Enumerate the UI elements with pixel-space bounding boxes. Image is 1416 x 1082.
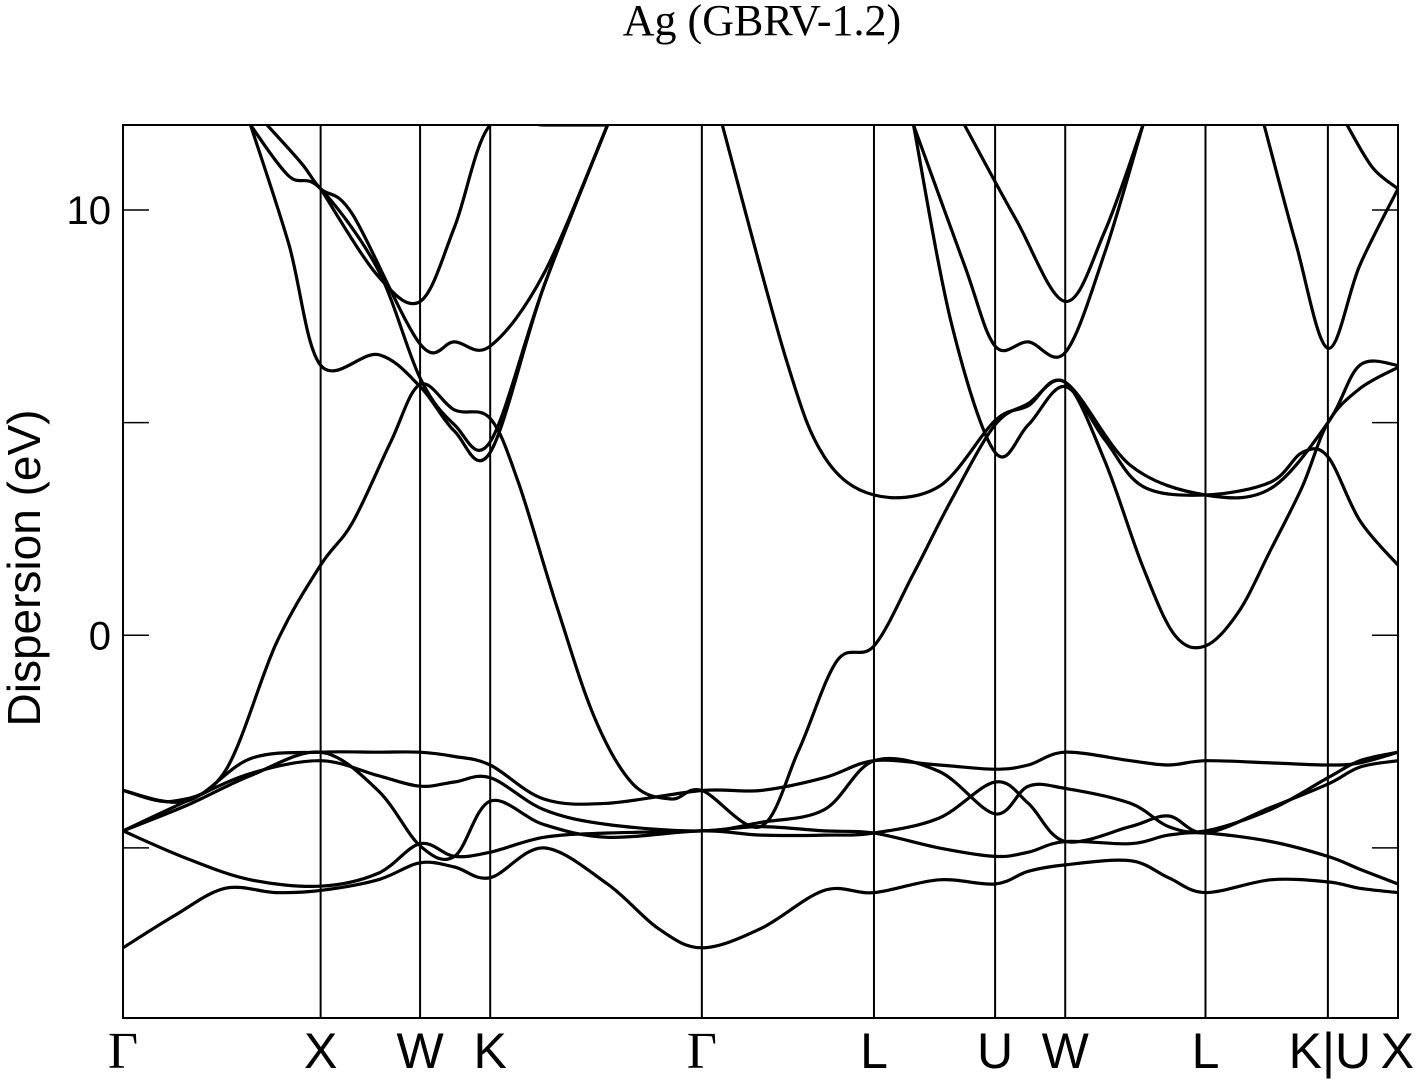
band-line <box>1262 125 1398 350</box>
band-line <box>123 750 1398 806</box>
band-line <box>123 846 1398 950</box>
x-tick-label: W <box>1042 1023 1090 1079</box>
y-axis-label: Dispersion (eV) <box>0 410 50 727</box>
band-line <box>123 750 1398 862</box>
y-tick-label: 0 <box>89 614 111 658</box>
x-tick-label: U <box>977 1023 1013 1079</box>
plot-frame <box>122 124 1399 1019</box>
band-line <box>1345 125 1398 191</box>
band-line <box>319 125 610 306</box>
axis-ticks <box>123 209 1398 849</box>
x-tick-label: Γ <box>687 1023 717 1080</box>
band-line <box>248 125 610 452</box>
x-tick-label: K|U <box>1289 1023 1371 1079</box>
x-tick-label: L <box>860 1023 888 1079</box>
band-line <box>123 750 1398 834</box>
x-tick-label: W <box>396 1023 444 1079</box>
x-tick-label: X <box>304 1023 337 1079</box>
band-line <box>123 365 1398 829</box>
band-line <box>720 125 1398 500</box>
chart-title: Ag (GBRV-1.2) <box>623 0 901 45</box>
high-symmetry-lines <box>319 125 1329 1018</box>
x-tick-label: K <box>474 1023 507 1079</box>
band-line <box>911 125 1398 567</box>
x-tick-label: X <box>1381 1023 1414 1079</box>
x-tick-label: Γ <box>108 1023 138 1080</box>
y-tick-label: 10 <box>67 189 112 233</box>
x-tick-label: L <box>1192 1023 1220 1079</box>
band-line <box>962 125 1145 304</box>
band-line <box>911 125 1145 359</box>
band-line <box>265 125 610 355</box>
band-lines <box>123 125 1398 950</box>
